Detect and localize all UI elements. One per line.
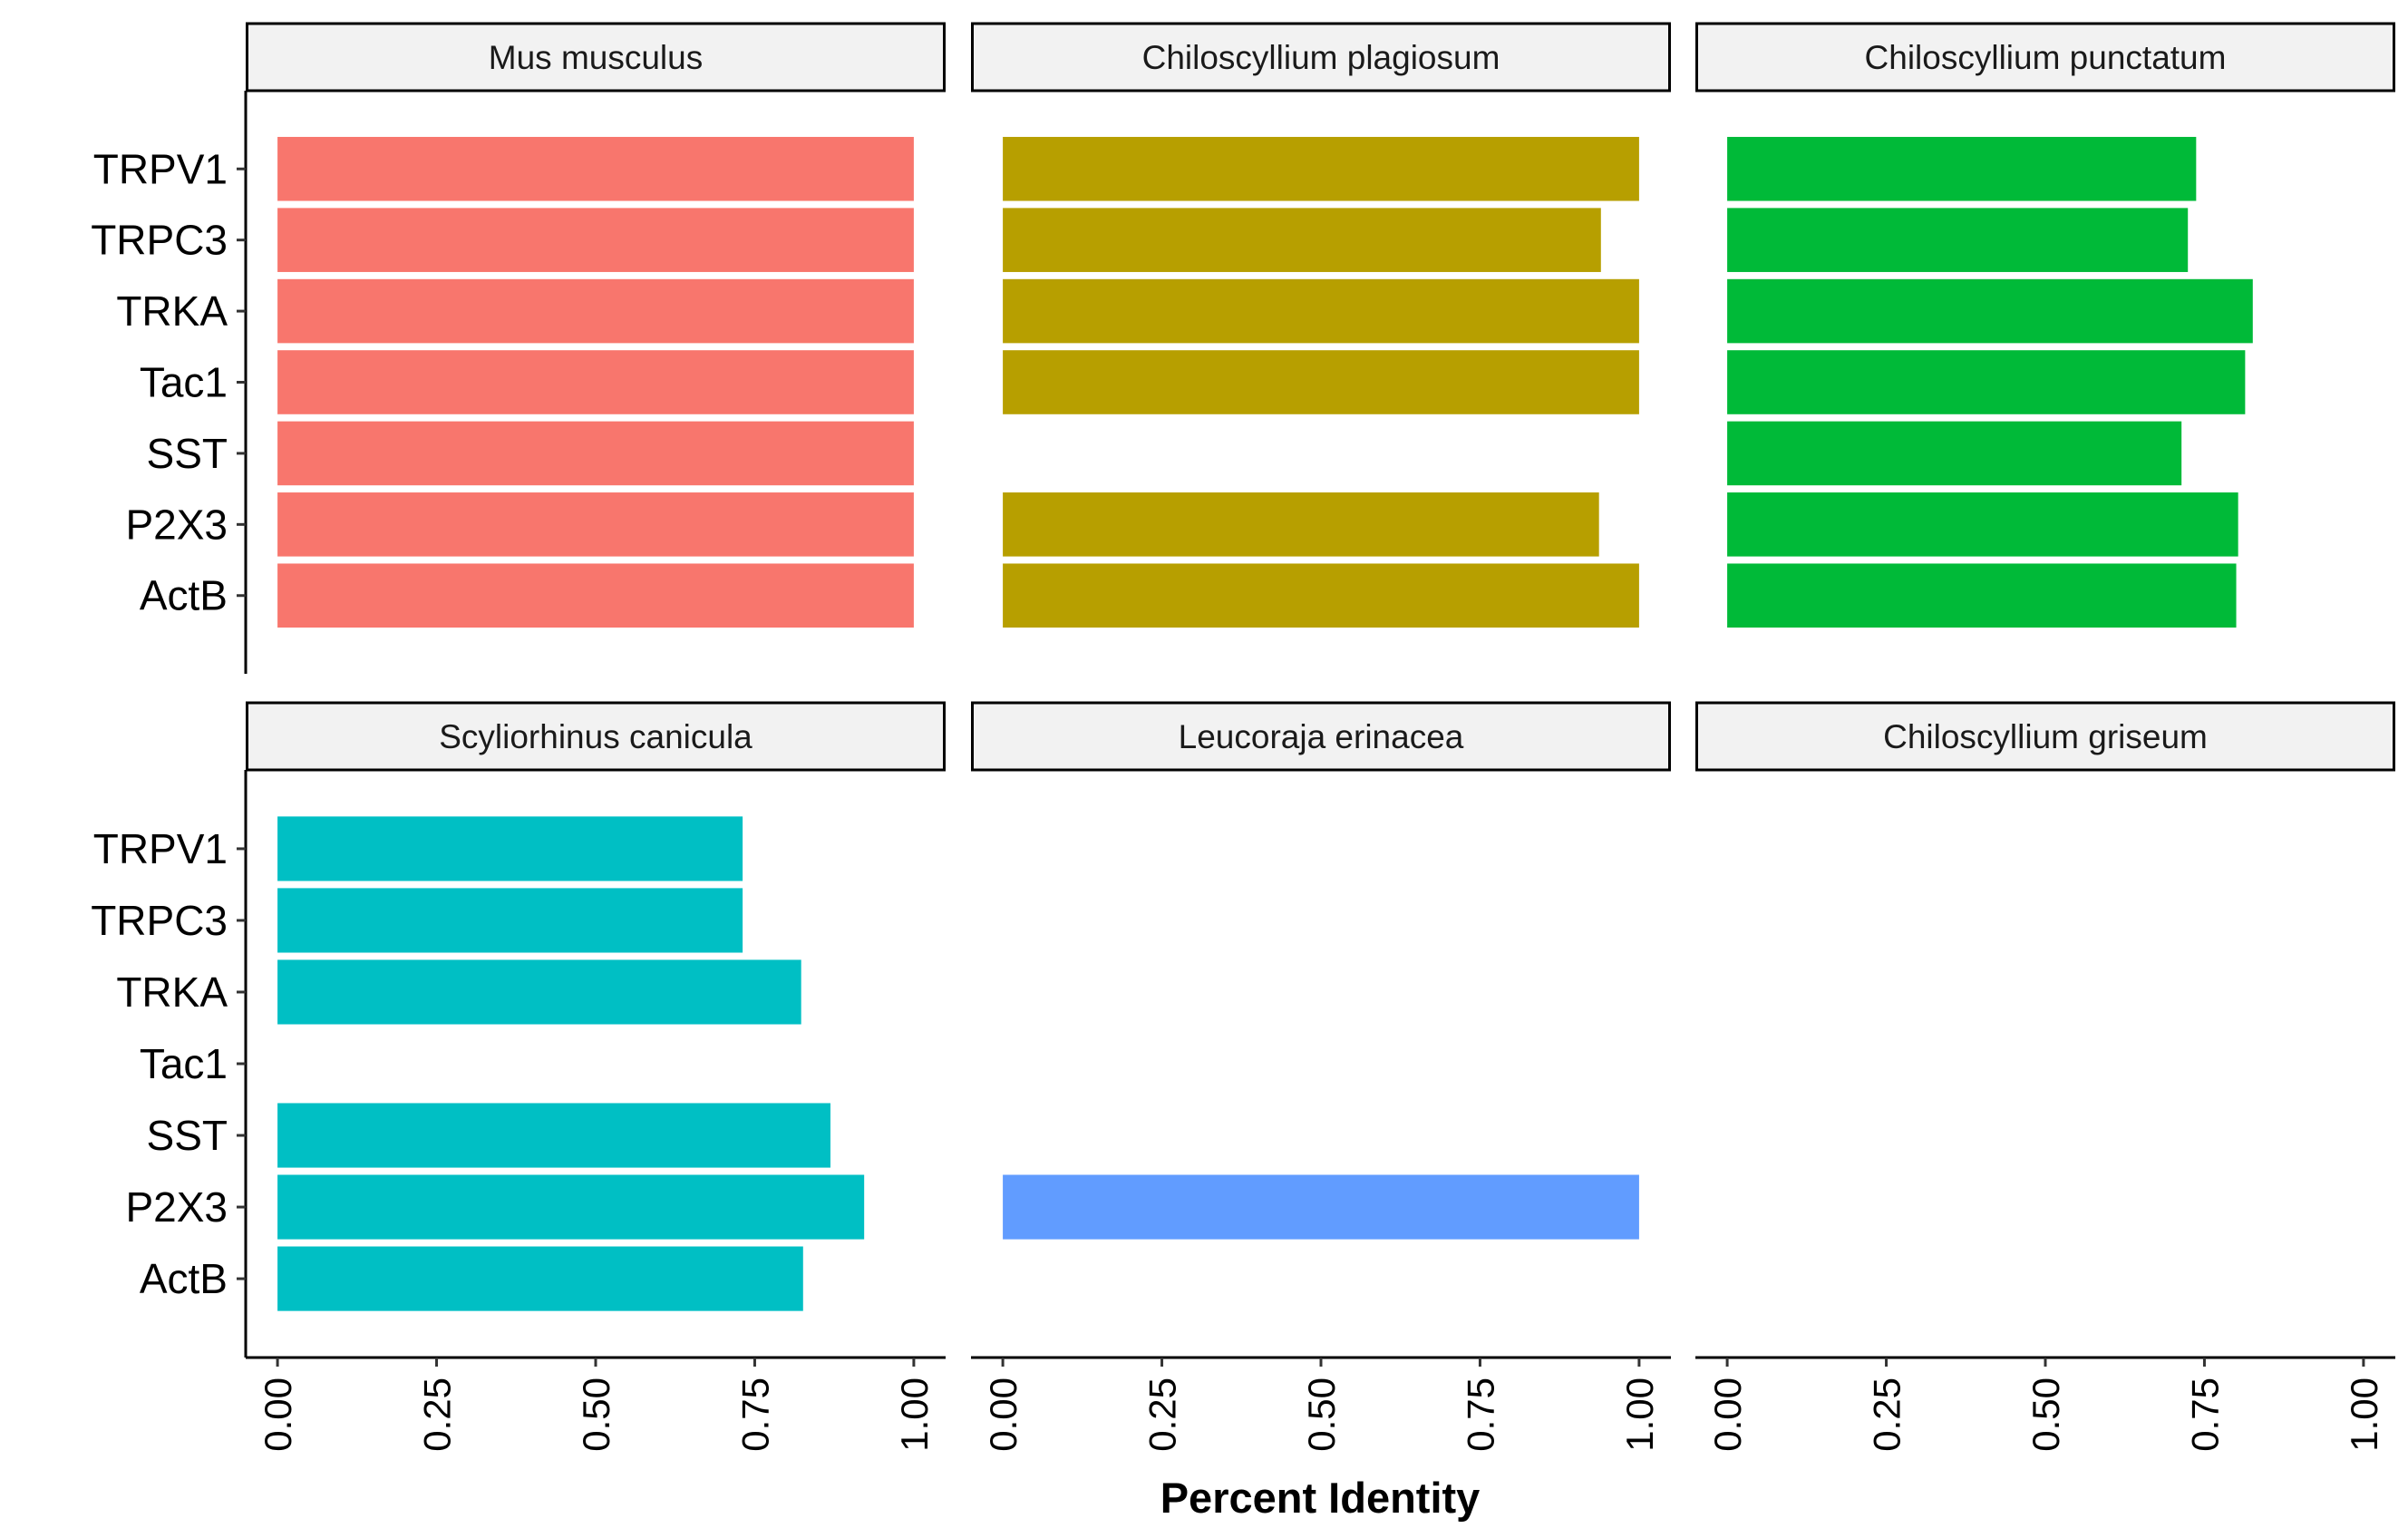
bar bbox=[1727, 492, 2238, 557]
facet-strip bbox=[1695, 22, 2395, 92]
x-tick-label: 1.00 bbox=[893, 1377, 936, 1452]
x-tick-label: 0.75 bbox=[1459, 1377, 1501, 1452]
x-tick-label: 0.00 bbox=[257, 1377, 299, 1452]
facet-panel: Leucoraja erinacea 0.00 0.25 0.50 0.75 1.00 bbox=[971, 701, 1671, 1452]
facet-panel: Chiloscyllium griseum 0.00 0.25 0.50 0.75 1.0… bbox=[1695, 701, 2395, 1452]
facet-strip bbox=[246, 701, 946, 772]
facet-strip-label: Leucoraja erinacea bbox=[1179, 718, 1464, 755]
bar bbox=[1727, 278, 2253, 344]
bar bbox=[1727, 421, 2182, 486]
x-tick-label: 0.50 bbox=[1300, 1377, 1343, 1452]
bar bbox=[277, 208, 914, 272]
x-tick-label: 0.25 bbox=[1866, 1377, 1908, 1452]
bar bbox=[277, 350, 914, 414]
bar bbox=[1727, 136, 2197, 201]
y-tick-label: SST bbox=[147, 1112, 228, 1159]
facet-panel: Mus musculus TRPV1 TRPC3 TRKA Tac1 SST P2X3 Act… bbox=[91, 22, 946, 674]
bar bbox=[1727, 208, 2189, 272]
facet-strip-label: Chiloscyllium punctatum bbox=[1865, 39, 2227, 76]
y-tick-label: ActB bbox=[140, 1255, 228, 1302]
bar bbox=[1003, 1174, 1639, 1240]
y-tick-label: TRPV1 bbox=[93, 825, 228, 872]
bar bbox=[277, 1103, 830, 1168]
facet-strip bbox=[246, 22, 946, 92]
bar bbox=[277, 136, 914, 201]
bar bbox=[277, 563, 914, 628]
bar bbox=[277, 278, 914, 344]
x-tick-label: 0.25 bbox=[1141, 1377, 1184, 1452]
x-tick-label: 0.50 bbox=[575, 1377, 617, 1452]
x-tick-label: 0.00 bbox=[982, 1377, 1024, 1452]
y-tick-label: Tac1 bbox=[140, 1040, 228, 1087]
y-tick-label: P2X3 bbox=[125, 501, 228, 548]
y-tick-label: TRKA bbox=[116, 969, 228, 1016]
bar bbox=[277, 888, 743, 953]
bar bbox=[1727, 563, 2237, 628]
bar bbox=[1003, 563, 1639, 628]
facet-panel: Chiloscyllium plagiosum bbox=[971, 22, 1671, 628]
bar bbox=[1003, 278, 1639, 344]
x-tick-label: 1.00 bbox=[1618, 1377, 1661, 1452]
y-tick-label: TRKA bbox=[116, 287, 228, 335]
facet-panel: Scyliorhinus canicula TRPV1 TRPC3 TRKA Tac1 S… bbox=[91, 701, 946, 1452]
y-tick-label: TRPC3 bbox=[91, 217, 228, 264]
x-tick-label: 0.75 bbox=[733, 1377, 776, 1452]
x-tick-label: 0.00 bbox=[1706, 1377, 1749, 1452]
x-tick-label: 0.75 bbox=[2183, 1377, 2226, 1452]
y-tick-label: SST bbox=[147, 430, 228, 477]
x-tick-label: 0.50 bbox=[2024, 1377, 2067, 1452]
y-tick-label: TRPV1 bbox=[93, 145, 228, 192]
y-tick-label: Tac1 bbox=[140, 359, 228, 406]
bar bbox=[277, 959, 801, 1025]
bar bbox=[277, 421, 914, 486]
facet-strip-label: Chiloscyllium griseum bbox=[1883, 718, 2208, 755]
facet-strip-label: Chiloscyllium plagiosum bbox=[1142, 39, 1500, 76]
y-tick-label: TRPC3 bbox=[91, 897, 228, 944]
facet-strip-label: Mus musculus bbox=[489, 39, 703, 76]
facet-strip bbox=[971, 22, 1671, 92]
bar bbox=[1003, 492, 1599, 557]
bar bbox=[1003, 350, 1639, 414]
x-axis-title: Percent Identity bbox=[1160, 1474, 1481, 1522]
facet-strip bbox=[1695, 701, 2395, 772]
bar bbox=[1727, 350, 2246, 414]
facet-panel: Chiloscyllium punctatum bbox=[1695, 22, 2395, 628]
bar bbox=[277, 1246, 803, 1311]
bar bbox=[277, 492, 914, 557]
y-tick-label: ActB bbox=[140, 572, 228, 619]
facet-panels: Mus musculus TRPV1 TRPC3 TRKA Tac1 SST P2X3 Act… bbox=[91, 22, 2395, 1452]
x-tick-label: 1.00 bbox=[2343, 1377, 2385, 1452]
bar bbox=[277, 816, 743, 881]
y-tick-label: P2X3 bbox=[125, 1183, 228, 1231]
bar bbox=[277, 1174, 865, 1240]
bar bbox=[1003, 136, 1639, 201]
facet-strip-label: Scyliorhinus canicula bbox=[439, 718, 752, 755]
x-tick-label: 0.25 bbox=[416, 1377, 459, 1452]
facet-strip bbox=[971, 701, 1671, 772]
bar bbox=[1003, 208, 1601, 272]
